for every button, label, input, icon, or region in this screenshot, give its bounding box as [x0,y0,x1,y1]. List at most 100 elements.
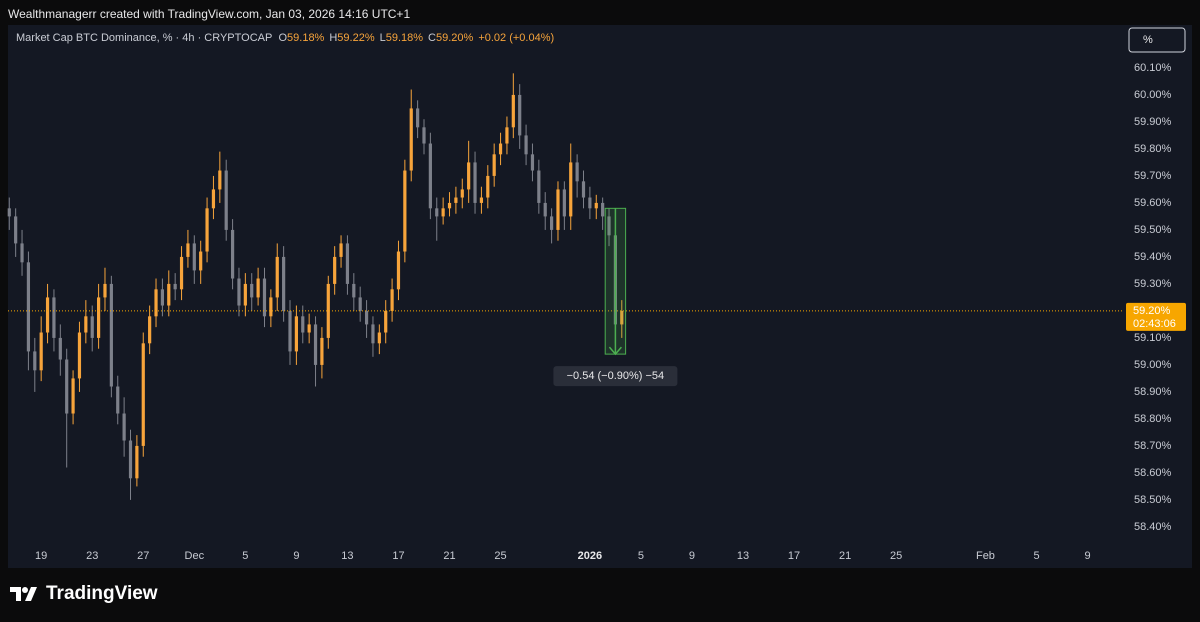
measure-label: −0.54 (−0.90%) −54 [567,370,665,382]
candle-body [352,283,356,298]
legend-key: O [278,32,288,44]
chart-panel [8,25,1192,568]
candle-body [550,216,554,230]
candle-body [422,127,426,144]
candle-body [320,337,324,365]
candle-body [460,189,464,198]
y-tick-label: 59.60% [1134,197,1172,209]
candle-body [65,359,69,414]
candle-body [141,343,145,446]
legend-value: +0.02 (+0.04%) [478,32,555,44]
candle-body [511,94,515,128]
candle-body [537,170,541,203]
x-tick-label: 9 [1084,550,1090,562]
candle-body [492,154,496,176]
candle-body [128,440,133,479]
candle-body [441,208,445,217]
candle-body [575,162,579,182]
legend-value: 59.18% [385,32,424,44]
candle-body [205,208,209,252]
candle-body [498,143,503,155]
x-tick-label: 21 [443,550,455,562]
candle-body [518,94,522,136]
candle-body [77,332,82,379]
scale-button-label[interactable]: % [1143,34,1153,46]
scale-button[interactable] [1128,27,1186,53]
attribution: Wealthmanagerr created with TradingView.… [8,7,411,21]
candle-body [71,378,75,414]
candle-body [588,197,592,209]
candle-body [230,229,235,279]
x-tick-label: 9 [689,550,695,562]
candle-body [122,413,126,441]
candle-body [620,310,624,325]
measure-label-box [553,366,678,387]
brand-logo [10,587,37,601]
candle-body [45,297,50,333]
candle-body [326,283,330,338]
x-tick-label: 9 [293,550,299,562]
candle-body [173,283,177,290]
y-tick-label: 59.40% [1134,251,1172,263]
last-price-label: 59.20% [1133,305,1171,317]
candle-body [211,189,216,209]
candle-body [301,316,305,333]
candle-body [269,297,273,317]
candle-body [275,256,279,298]
legend-value: 59.18% [287,32,325,44]
candle-body [530,154,535,171]
candle-body [154,289,158,317]
x-tick-label: 25 [494,550,506,562]
x-tick-label: 21 [839,550,851,562]
y-tick-label: 60.10% [1134,62,1172,74]
candle-body [390,289,394,311]
x-tick-label: 13 [737,550,749,562]
x-tick-label: 5 [638,550,644,562]
x-tick-label: 27 [137,550,149,562]
candle-body [428,143,432,209]
y-tick-label: 59.80% [1134,143,1172,155]
candle-body [167,283,171,306]
candle-body [384,310,388,333]
candle-body [103,283,107,298]
candle-body [116,386,120,414]
candle-body [148,316,152,344]
y-tick-label: 58.60% [1134,467,1172,479]
legend-key: C [428,32,436,44]
candle-body [20,243,24,263]
candle-body [467,162,471,190]
candle-body [371,324,375,344]
candle-body [109,283,113,387]
candle-body [569,162,573,217]
brand: TradingView [10,583,158,605]
candle-body [294,316,298,352]
x-tick-label: 19 [35,550,47,562]
countdown: 02:43:06 [1133,318,1176,330]
y-tick-label: 59.10% [1134,332,1172,344]
legend-key: H [329,32,338,44]
candle-body [199,251,203,271]
x-tick-label: 17 [788,550,800,562]
x-tick-label: 2026 [578,550,602,562]
candle-body [186,243,190,257]
candle-body [556,189,560,230]
y-tick-label: 60.00% [1134,89,1172,101]
candle-body [179,256,184,290]
candle-body [282,256,286,311]
x-tick-label: 17 [392,550,404,562]
y-tick-label: 58.40% [1134,521,1172,533]
candle-body [58,337,62,360]
candle-body [84,316,88,333]
candle-body [218,170,222,190]
candle-body [256,278,260,298]
legend-value: 59.20% [436,32,474,44]
candle-body [243,283,247,306]
candle-body [237,278,241,306]
candle-body [435,208,439,217]
y-tick-label: 59.30% [1134,278,1172,290]
candle-body [486,175,490,198]
candle-body [250,283,254,298]
candle-body [307,324,311,333]
candle-body [607,216,611,236]
